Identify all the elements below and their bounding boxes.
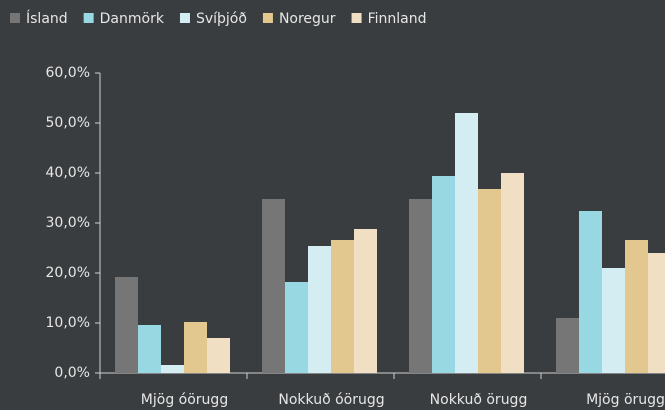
legend-swatch [179,13,190,23]
x-tick-label: Mjög örugg [586,392,665,408]
bar [184,322,207,373]
bar [478,189,501,373]
bar [602,268,625,373]
bar [455,113,478,373]
legend-swatch [351,13,362,23]
x-tick-label: Mjög óörugg [141,392,228,408]
x-tick-label: Nokkuð örugg [430,392,528,408]
bar [308,246,331,373]
legend-swatch [10,13,20,23]
bar [556,318,579,373]
y-tick-label: 30,0% [46,215,90,231]
bar [285,282,308,373]
bar [501,173,524,373]
y-tick-label: 20,0% [46,265,90,281]
bar [138,325,161,373]
bar [262,199,285,373]
legend-swatch [83,13,94,23]
bar [161,365,184,373]
legend-label: Svíþjóð [196,11,247,27]
bar [625,240,648,373]
bar [354,229,377,373]
legend-label: Finnland [368,11,427,27]
bar [648,253,665,373]
bar [432,176,455,373]
legend-swatch [262,13,273,23]
bar [409,199,432,373]
bar [115,277,138,373]
bar [207,338,230,373]
x-tick-label: Nokkuð óörugg [278,392,384,408]
legend-label: Ísland [26,10,68,27]
y-tick-label: 0,0% [54,365,90,381]
legend-label: Danmörk [100,11,165,27]
y-tick-label: 50,0% [46,115,90,131]
y-tick-label: 40,0% [46,165,90,181]
bar [579,211,602,373]
y-tick-label: 10,0% [46,315,90,331]
y-tick-label: 60,0% [46,65,90,81]
bar [331,240,354,373]
legend-label: Noregur [279,11,336,27]
